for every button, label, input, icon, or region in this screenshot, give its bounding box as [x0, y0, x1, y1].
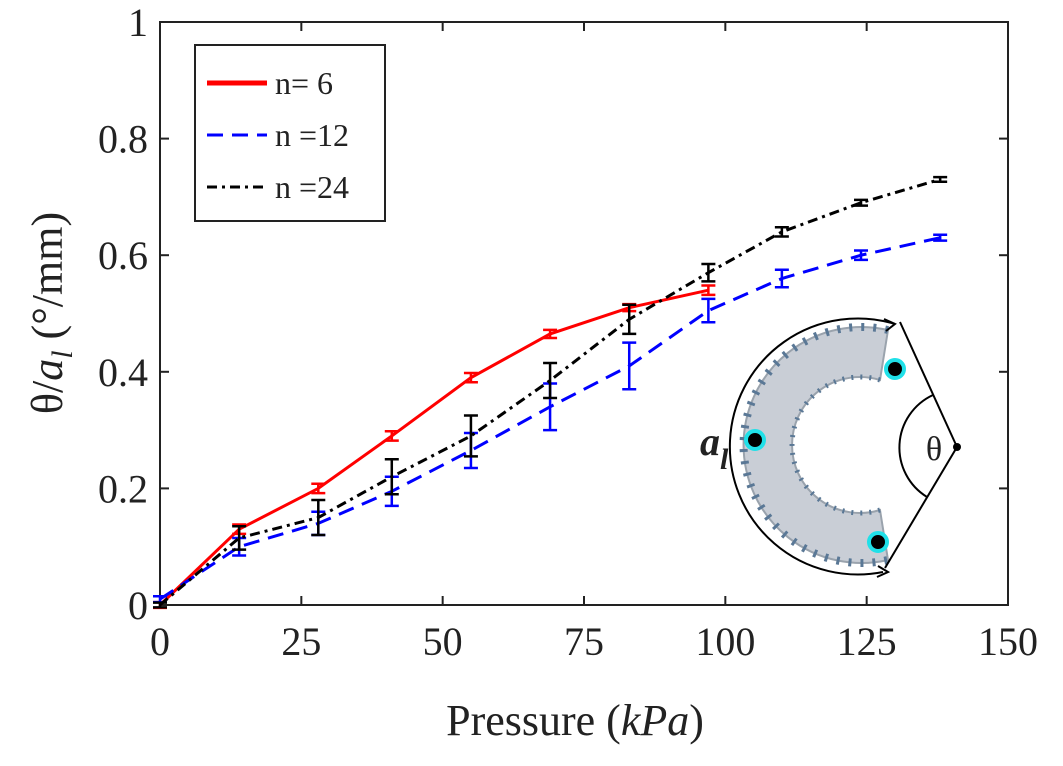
arrow-head — [883, 318, 897, 332]
error-bar — [701, 284, 716, 297]
y-tick-label: 0.8 — [98, 117, 148, 162]
x-tick-label: 25 — [281, 619, 321, 664]
arrow-head — [876, 565, 891, 578]
error-bar — [384, 458, 399, 496]
x-tick-label: 75 — [564, 619, 604, 664]
marker-dot — [884, 358, 906, 380]
y-tick-label: 0.4 — [98, 350, 148, 395]
y-tick-label: 1 — [128, 0, 148, 45]
y-tick-label: 0.6 — [98, 233, 148, 278]
error-bar — [311, 482, 326, 495]
legend-label: n =12 — [275, 117, 349, 153]
series-line — [158, 288, 709, 607]
angle-line — [899, 321, 958, 448]
error-bar — [854, 249, 869, 262]
y-tick-label: 0 — [128, 583, 148, 628]
error-bar — [232, 525, 247, 551]
error-bar — [153, 601, 167, 609]
x-axis-label: Pressure (kPa) — [446, 696, 704, 745]
error-bar — [933, 233, 948, 242]
error-bar — [622, 303, 637, 336]
inset: θ al — [700, 317, 961, 578]
arc-arrow — [728, 317, 896, 576]
x-tick-label: 100 — [695, 619, 755, 664]
error-bar — [543, 361, 558, 400]
x-tick-label: 150 — [978, 619, 1038, 664]
error-bar — [463, 371, 478, 384]
error-bar — [774, 225, 789, 238]
error-bar — [384, 430, 399, 442]
x-tick-label: 50 — [423, 619, 463, 664]
plot-frame — [159, 21, 1009, 606]
marker-dot — [867, 531, 889, 553]
series-line — [159, 177, 941, 607]
x-tick-label: 125 — [837, 619, 897, 664]
y-axis-label: θ/al (°/mm) — [23, 212, 79, 414]
error-bar — [854, 198, 869, 207]
legend-label: n= 6 — [275, 65, 333, 101]
actuator-ribs-inner — [789, 374, 881, 516]
arc-label: al — [700, 419, 729, 476]
error-bar — [311, 498, 326, 537]
marker-dot — [744, 429, 766, 451]
error-bar — [701, 262, 716, 283]
error-bar — [622, 341, 637, 391]
angle-line — [884, 446, 958, 569]
x-tick-label: 0 — [150, 619, 170, 664]
legend-box — [194, 44, 386, 222]
plot: 0 25 50 75 100 125 150 0 0.2 0.4 0.6 0.8 1 — [98, 0, 1038, 664]
error-bar — [774, 268, 789, 289]
error-bar — [933, 175, 948, 183]
error-bar — [463, 414, 478, 458]
actuator-body — [742, 326, 890, 564]
error-bar — [701, 297, 716, 324]
error-bar — [543, 328, 558, 340]
angle-label: θ — [926, 431, 942, 468]
y-tick-label: 0.2 — [98, 466, 148, 511]
vertex — [953, 443, 961, 451]
legend-label: n =24 — [275, 169, 349, 205]
angle-arc — [898, 394, 934, 498]
